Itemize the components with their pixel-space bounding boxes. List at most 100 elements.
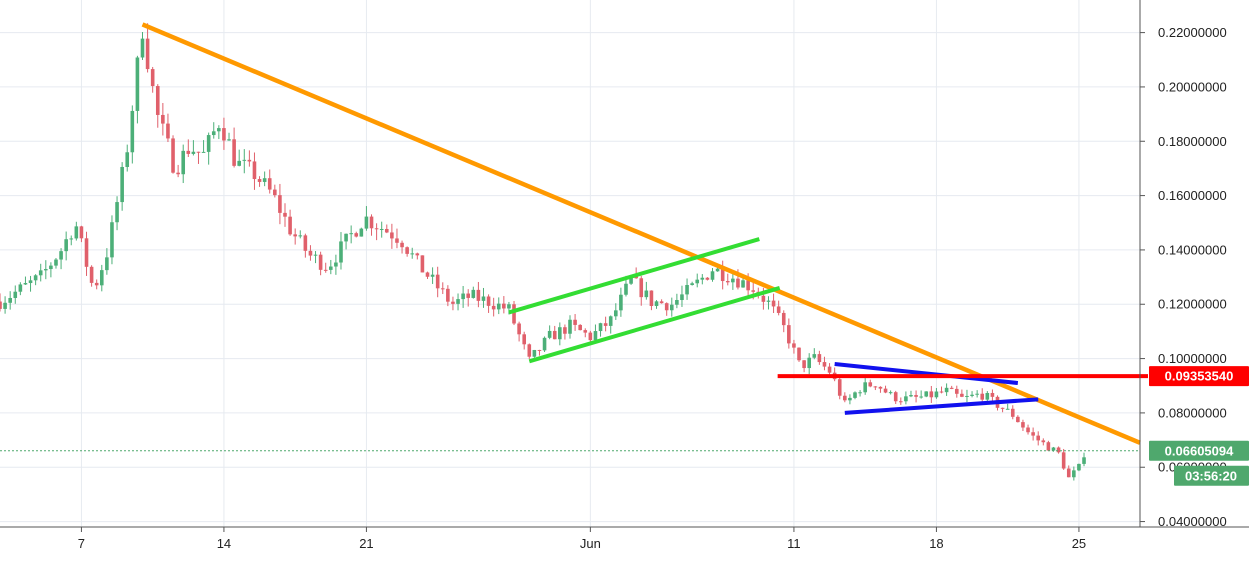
candle-body [354,233,359,237]
candle-body [237,160,241,166]
candle-body [680,294,684,301]
candle-body [84,238,89,267]
candle-body [919,396,923,398]
candle-body [766,300,771,302]
candle-body [293,234,297,237]
candle-body [166,123,170,139]
candle-body [736,278,740,288]
candle-body [94,282,99,286]
candle-body [949,387,954,389]
candle-body [960,393,964,397]
candle-body [18,284,23,292]
candle-body [273,189,277,196]
candle-body [410,253,415,255]
candle-body [339,241,343,263]
candle-body [1031,432,1035,436]
candle-body [115,202,119,223]
candle-body [89,266,94,283]
candle-body [496,303,501,310]
candle-body [374,228,379,230]
candle-body [705,277,710,280]
candle-body [883,388,888,393]
candle-body [1005,408,1010,410]
candle-body [502,303,506,309]
candle-body [461,293,465,300]
candle-body [384,228,389,233]
candle-body [155,86,160,115]
candle-body [858,392,862,394]
blue-triangle-upper-line [834,362,1019,386]
candle-body [1016,416,1020,423]
x-tick-label: 21 [359,536,373,551]
candle-body [435,274,440,289]
price-labels: 0.09353540 0.06605094 03:56:20 [1149,366,1249,486]
candle-body [8,297,12,303]
candle-body [369,216,374,229]
candle-body [405,247,409,254]
y-tick-label: 0.08000000 [1158,405,1227,420]
candle-body [578,324,582,331]
candle-body [262,178,267,182]
candle-body [614,310,618,317]
candle-body [588,332,593,341]
candle-body [853,392,857,398]
candle-body [150,69,155,87]
candle-body [552,330,557,340]
countdown-timer: 03:56:20 [1185,468,1237,483]
candle-body [725,281,730,283]
candle-body [634,276,638,279]
candle-body [3,302,7,309]
candle-body [914,395,918,397]
candle-body [776,306,781,313]
candle-body [74,226,79,239]
candle-body [939,391,944,393]
candle-body [848,397,852,401]
y-tick-label: 0.12000000 [1158,297,1227,312]
orange-trendline [141,22,1141,445]
candle-body [217,128,221,132]
candle-body [827,366,832,373]
candle-body [1041,440,1046,443]
candle-body [349,233,353,235]
current-price-tag-bg [1149,440,1249,461]
candle-body [685,284,689,295]
candle-body [415,253,420,256]
candle-body [593,331,598,341]
candle-body [690,283,694,285]
candle-body [970,394,974,396]
candle-body [781,312,786,326]
candle-body [196,151,201,153]
candle-body [787,325,791,344]
candle-body [308,250,313,256]
candle-body [1021,422,1025,428]
candle-body [512,304,516,324]
candle-body [659,301,664,304]
candle-body [446,288,450,302]
candle-body [232,139,236,166]
candle-body [181,150,186,175]
candle-body [110,222,114,258]
candle-body [1046,442,1051,451]
candle-body [1077,463,1081,471]
candle-body [980,393,985,400]
candle-body [1000,407,1005,409]
candle-body [761,295,766,302]
candle-body [1056,447,1061,453]
candle-body [654,301,659,306]
candle-body [211,131,216,136]
candle-body [741,280,745,288]
green-channel-upper-line [508,237,760,315]
candle-body [517,323,521,335]
candle-body [145,38,150,70]
candle-body [751,290,756,292]
candle-body [247,159,252,162]
y-tick-label: 0.22000000 [1158,25,1227,40]
candle-body [44,269,48,271]
candle-body [568,319,572,334]
candle-body [924,391,929,397]
x-tick-label: 7 [78,536,85,551]
y-tick-label: 0.10000000 [1158,351,1227,366]
candle-body [563,327,567,334]
candle-body [79,226,84,239]
